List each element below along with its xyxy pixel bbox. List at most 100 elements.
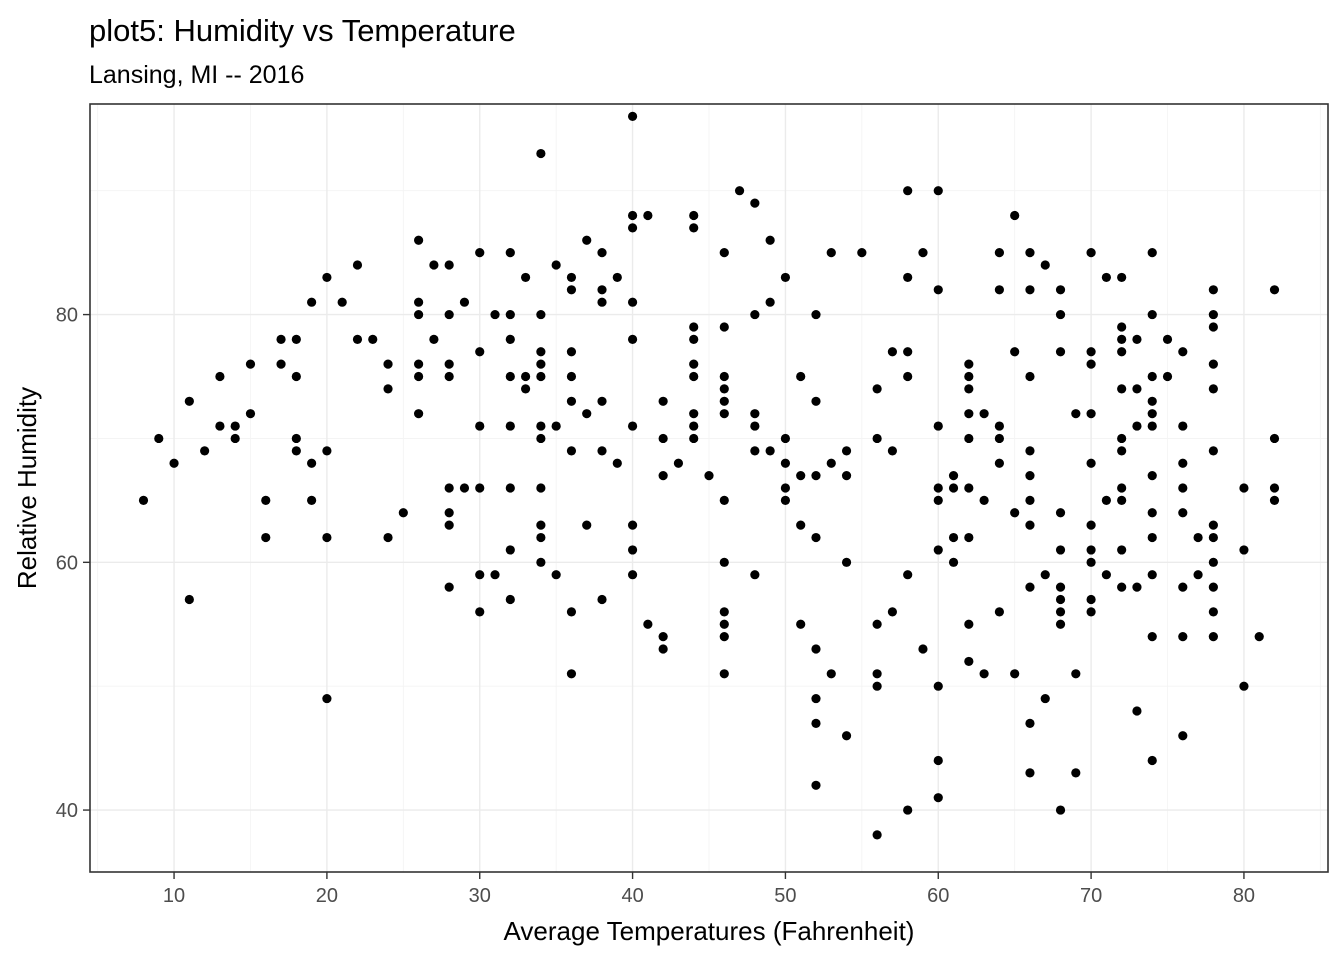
data-point <box>964 371 974 382</box>
data-point <box>872 433 882 444</box>
data-point <box>994 433 1004 444</box>
data-point <box>627 421 638 431</box>
data-point <box>1147 570 1157 580</box>
data-point <box>1117 272 1127 283</box>
data-point <box>520 384 531 394</box>
data-point <box>383 359 393 369</box>
data-point <box>627 210 638 221</box>
chart-title: plot5: Humidity vs Temperature <box>89 13 516 48</box>
data-point <box>582 409 592 419</box>
data-point <box>276 334 286 344</box>
data-point <box>719 495 729 505</box>
data-point <box>1239 483 1249 493</box>
data-point <box>582 235 592 245</box>
data-point <box>505 421 515 431</box>
data-point <box>307 297 317 307</box>
x-tick-label: 80 <box>1233 885 1255 907</box>
data-point <box>1208 384 1218 394</box>
data-point <box>1071 669 1081 679</box>
data-point <box>627 223 638 233</box>
data-point <box>505 309 515 320</box>
data-point <box>566 446 577 456</box>
data-point <box>383 384 393 394</box>
data-point <box>597 446 607 456</box>
data-point <box>750 409 760 419</box>
data-point <box>1040 693 1050 704</box>
data-point <box>1025 285 1035 295</box>
data-point <box>780 433 791 444</box>
data-point <box>1147 248 1157 258</box>
data-point <box>444 309 454 320</box>
data-point <box>1025 471 1035 481</box>
data-point <box>964 384 974 394</box>
data-point <box>689 359 699 369</box>
data-point <box>964 359 974 369</box>
data-point <box>658 433 668 444</box>
data-point <box>826 248 836 258</box>
data-point <box>643 210 653 221</box>
data-point <box>505 248 515 258</box>
data-point <box>536 309 546 320</box>
data-point <box>780 458 791 468</box>
data-point <box>689 433 699 444</box>
data-point <box>444 520 454 530</box>
data-point <box>1117 334 1127 344</box>
data-point <box>689 409 699 419</box>
data-point <box>475 421 485 431</box>
data-point <box>520 371 531 382</box>
data-point <box>215 421 225 431</box>
data-point <box>979 495 989 505</box>
data-point <box>627 545 638 555</box>
data-point <box>796 471 806 481</box>
data-point <box>414 309 424 320</box>
x-tick-label: 60 <box>927 885 949 907</box>
data-point <box>841 557 852 567</box>
data-point <box>291 433 301 444</box>
x-tick-label: 10 <box>163 885 185 907</box>
data-point <box>1117 582 1127 592</box>
data-point <box>841 731 852 741</box>
data-point <box>933 421 943 431</box>
data-point <box>872 619 882 629</box>
data-point <box>658 471 668 481</box>
data-point <box>1147 421 1157 431</box>
data-point <box>994 458 1004 468</box>
data-point <box>215 371 225 382</box>
data-point <box>245 359 256 369</box>
data-point <box>811 780 821 790</box>
y-tick-label: 80 <box>56 305 78 327</box>
data-point <box>841 471 852 481</box>
data-point <box>597 248 607 258</box>
data-point <box>872 830 882 840</box>
data-point <box>750 421 760 431</box>
data-point <box>230 433 240 444</box>
data-point <box>1071 409 1081 419</box>
data-point <box>1254 632 1264 642</box>
data-point <box>887 347 898 357</box>
data-point <box>1147 471 1157 481</box>
data-point <box>1086 458 1096 468</box>
data-point <box>1010 347 1020 357</box>
data-point <box>627 520 638 530</box>
data-point <box>1208 285 1218 295</box>
data-point <box>627 334 638 344</box>
y-axis-title: Relative Humidity <box>12 387 42 589</box>
data-point <box>948 483 959 493</box>
data-point <box>643 619 653 629</box>
data-point <box>475 248 485 258</box>
data-point <box>796 520 806 530</box>
data-point <box>1147 632 1157 642</box>
data-point <box>750 309 760 320</box>
data-point <box>1178 508 1188 518</box>
data-point <box>1193 532 1203 543</box>
data-point <box>1025 248 1035 258</box>
data-point <box>597 594 607 605</box>
chart-subtitle: Lansing, MI -- 2016 <box>89 61 304 89</box>
data-point <box>979 409 989 419</box>
data-point <box>948 532 959 543</box>
data-point <box>719 371 729 382</box>
data-point <box>1162 334 1173 344</box>
data-point <box>414 359 424 369</box>
data-point <box>184 396 194 406</box>
data-point <box>1010 508 1020 518</box>
